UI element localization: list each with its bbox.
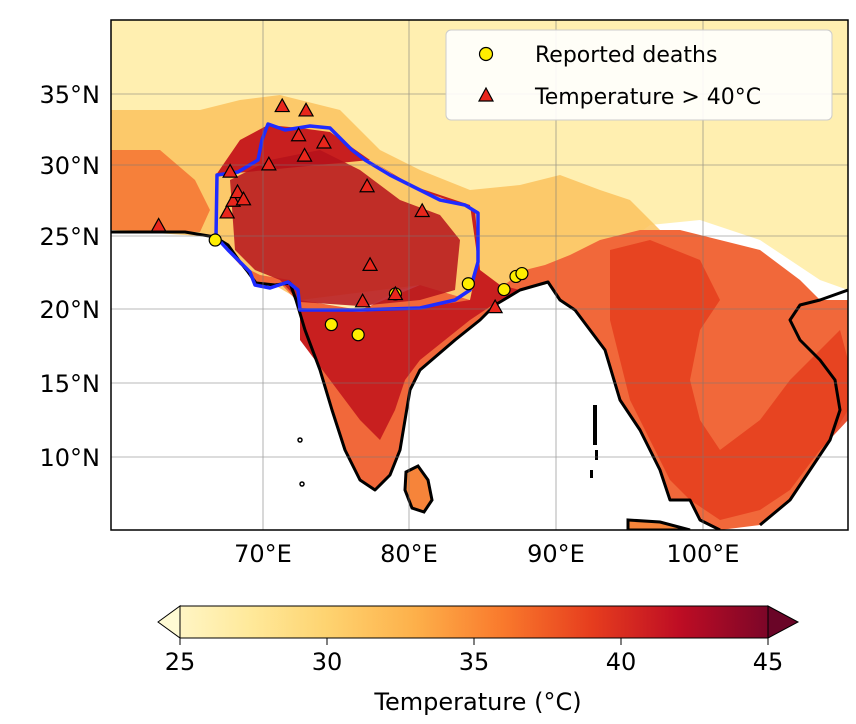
colorbar-tick-label: 25: [165, 648, 196, 676]
lat-tick-label: 10°N: [40, 444, 101, 472]
lon-tick-label: 100°E: [667, 540, 740, 568]
inner-hot-region: [230, 150, 460, 306]
temperature-marker: [274, 97, 291, 113]
temperature-marker: [298, 102, 315, 117]
sumatra: [626, 518, 691, 530]
temperature-marker: [235, 190, 252, 206]
temperature-marker: [290, 126, 307, 142]
lat-tick-label: 15°N: [40, 370, 101, 398]
lat-tick-label: 30°N: [40, 152, 101, 180]
legend: Reported deaths Temperature > 40°C: [445, 29, 833, 121]
gridlines: [111, 20, 848, 530]
reported-death-marker: [515, 266, 529, 281]
map-frame: [110, 19, 849, 531]
temperature-marker: [362, 256, 379, 271]
andaman-islands: [590, 405, 598, 478]
temperature-marker: [315, 134, 332, 149]
temperature-marker: [414, 202, 431, 218]
reported-death-marker: [497, 282, 511, 297]
colorbar-ticks: [179, 638, 769, 645]
colorbar-tick-label: 40: [606, 648, 637, 676]
colorbar: 25 30 35 40 45 Temperature (°C): [157, 605, 800, 716]
temperature-marker: [260, 156, 277, 171]
temperature-marker: [229, 183, 246, 199]
legend-temperature-label: Temperature > 40°C: [534, 85, 761, 110]
temperature-marker: [296, 147, 313, 162]
colorbar-low-extend: [157, 605, 181, 639]
lon-tick-label: 80°E: [380, 540, 438, 568]
lon-tick-labels: 70°E 80°E 90°E 100°E: [234, 540, 739, 568]
deaths-markers: [208, 233, 529, 342]
lat-tick-label: 20°N: [40, 296, 101, 324]
lat-tick-label: 35°N: [40, 81, 101, 109]
west-hot-patch: [111, 150, 210, 232]
coastline-east: [759, 288, 848, 527]
lon-tick-label: 90°E: [527, 540, 585, 568]
temperature-marker: [359, 177, 376, 193]
southeast-asia-hot: [610, 240, 848, 520]
temperature-marker: [487, 298, 504, 314]
temperature-marker: [222, 163, 239, 178]
colorbar-tick-label: 45: [753, 648, 784, 676]
legend-deaths-marker: [478, 46, 494, 62]
legend-box: [445, 29, 833, 121]
colorbar-tick-label: 35: [459, 648, 490, 676]
temperature-markers: [150, 97, 504, 314]
colorbar-high-extend: [767, 605, 800, 639]
reported-death-marker: [324, 317, 338, 332]
sri-lanka: [403, 464, 434, 514]
temperature-marker: [150, 217, 167, 232]
lon-tick-label: 70°E: [234, 540, 292, 568]
temperature-marker: [219, 204, 236, 219]
temperature-marker: [354, 292, 371, 308]
colorbar-tick-label: 30: [312, 648, 343, 676]
small-island: [299, 481, 305, 487]
temperature-marker: [387, 285, 404, 301]
reported-death-marker: [461, 277, 475, 291]
colorbar-gradient: [179, 605, 769, 639]
legend-temperature-marker: [477, 86, 495, 102]
core-hot-region: [216, 125, 520, 440]
small-island: [297, 437, 303, 443]
lat-tick-labels: 35°N 30°N 25°N 20°N 15°N 10°N: [40, 81, 101, 472]
colorbar-label: Temperature (°C): [373, 688, 581, 716]
temperature-marker: [225, 192, 242, 207]
lat-tick-label: 25°N: [40, 223, 101, 251]
legend-deaths-label: Reported deaths: [535, 43, 717, 68]
reported-death-marker: [351, 328, 365, 342]
reported-death-marker: [208, 233, 222, 247]
